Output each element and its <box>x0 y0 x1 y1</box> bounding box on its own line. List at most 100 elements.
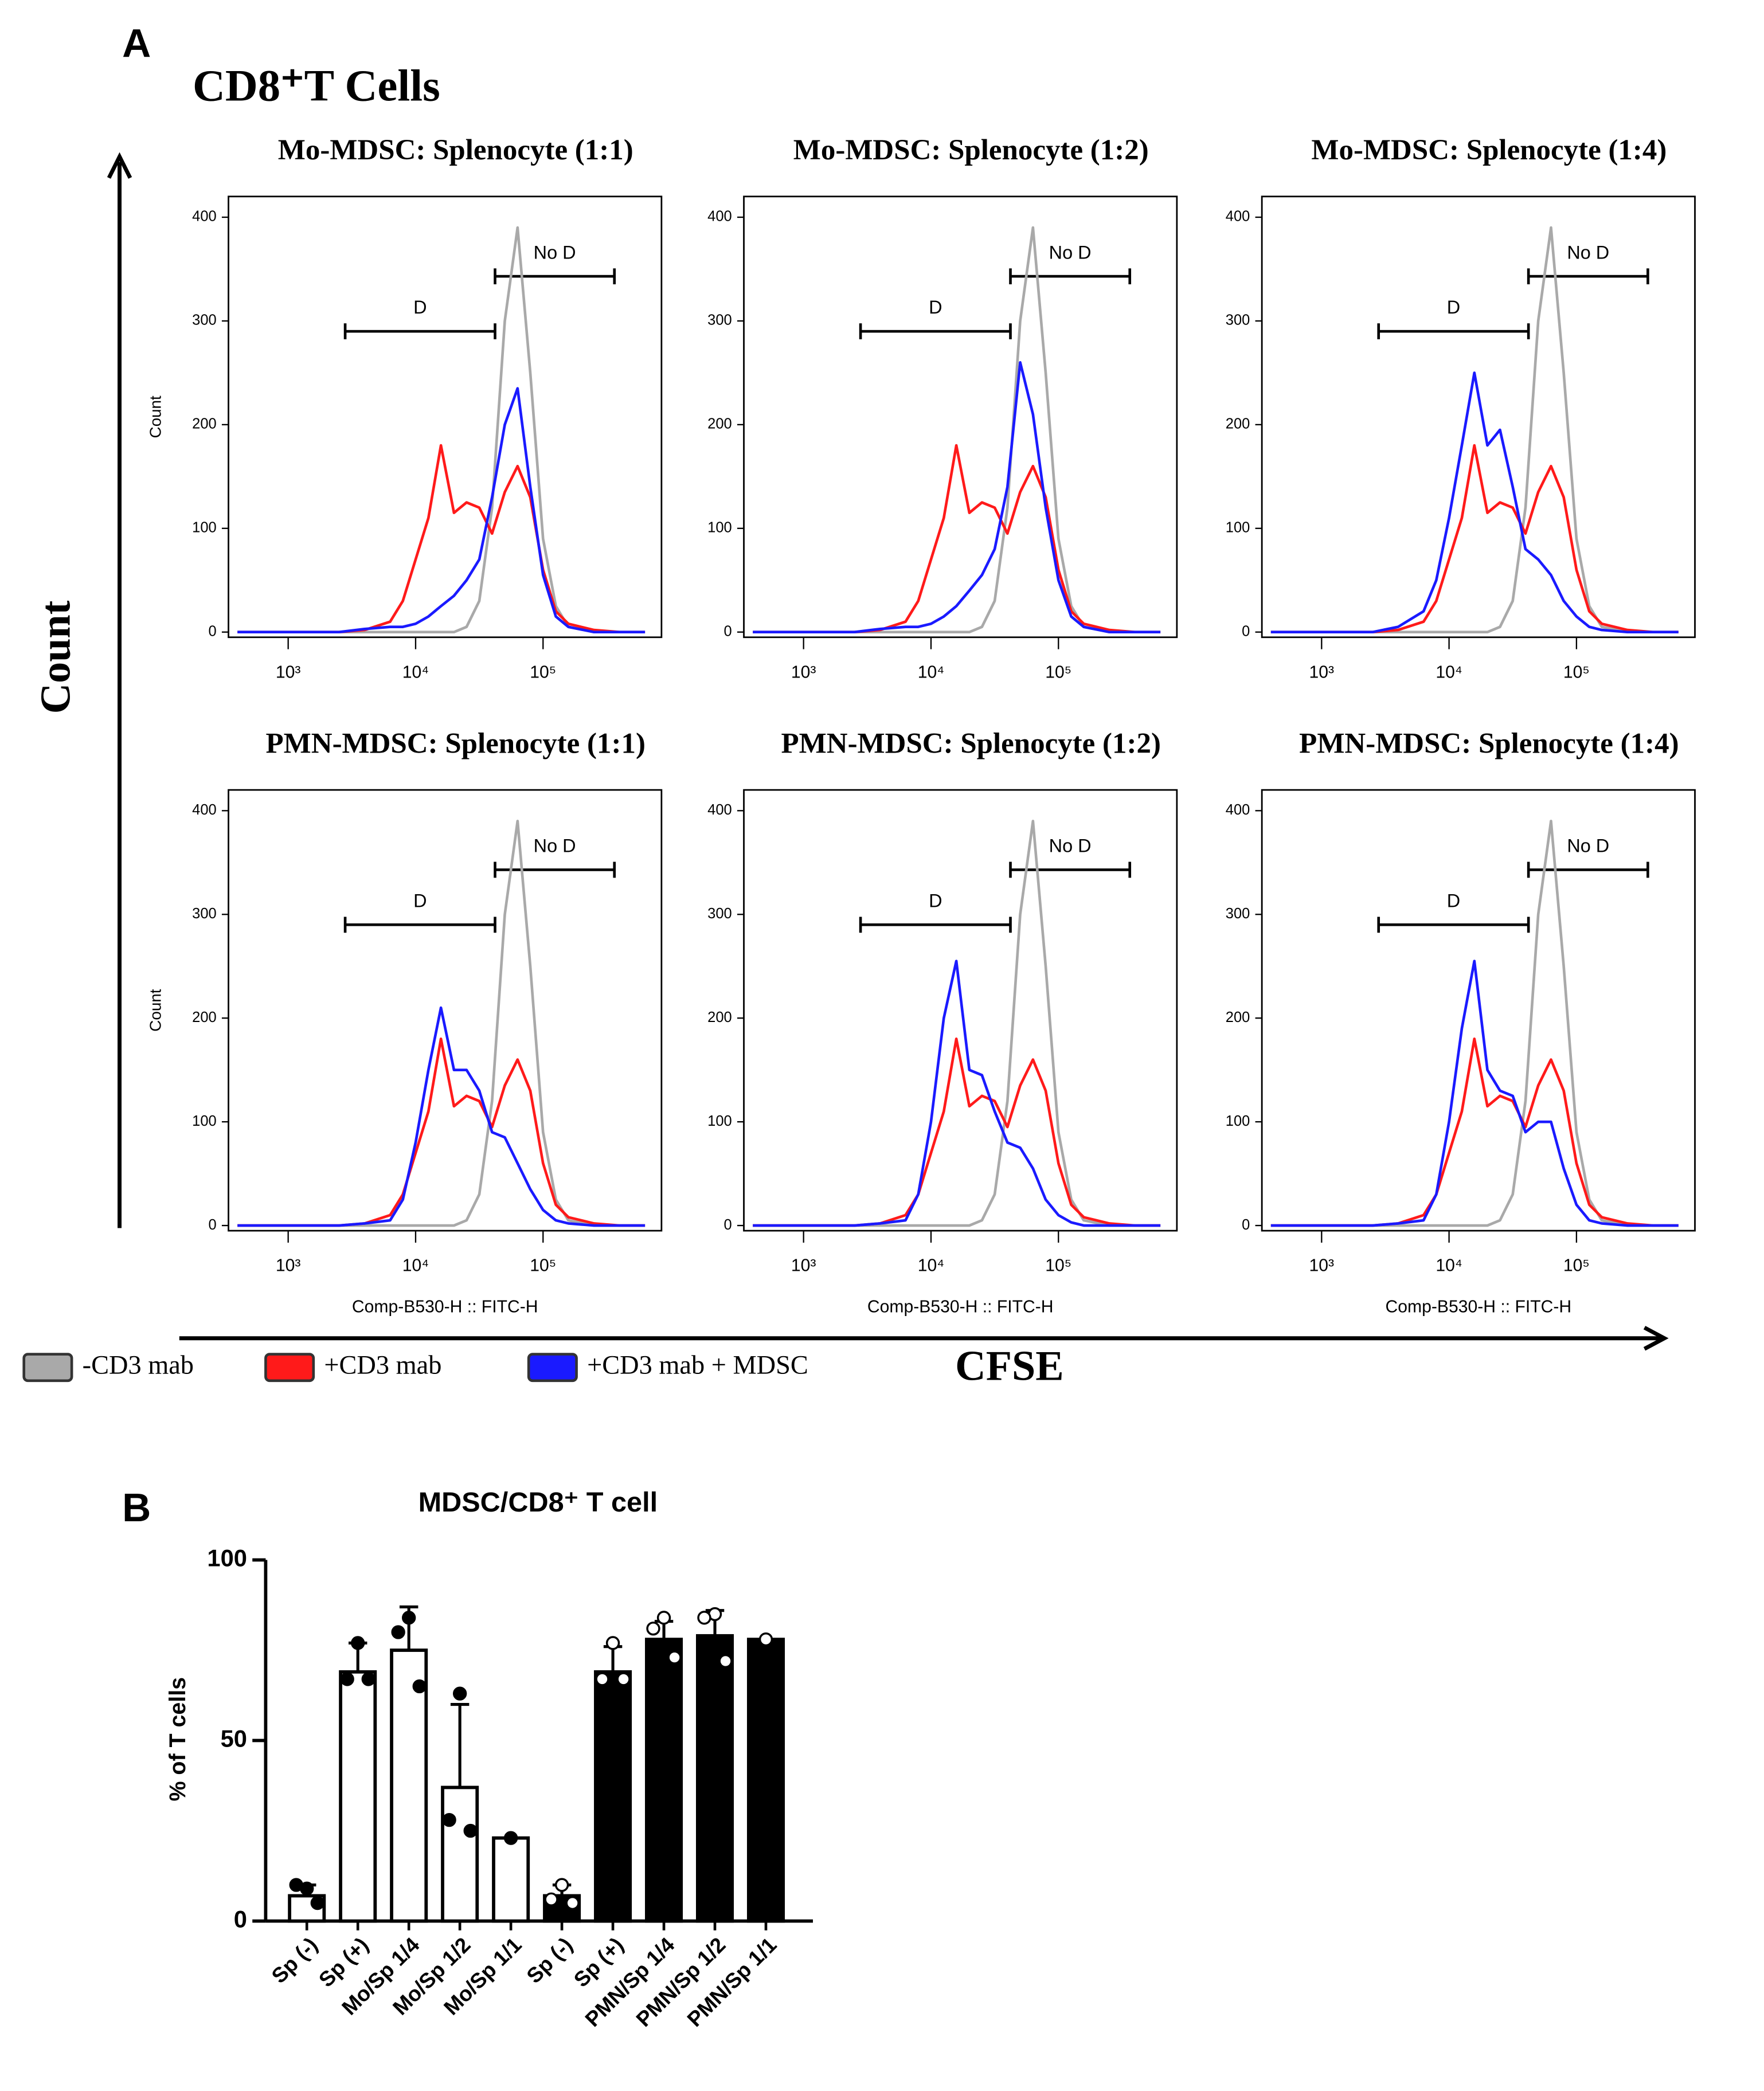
x-tick-label: Sp (-) <box>267 1932 322 1988</box>
x-tick-label: 10⁴ <box>1436 1256 1462 1275</box>
y-tick-label: 100 <box>1226 520 1250 536</box>
y-tick-label: 100 <box>192 520 217 536</box>
plot-frame <box>1261 195 1696 639</box>
y-tick-label: 200 <box>707 1009 732 1025</box>
y-tick-label: 400 <box>192 209 217 225</box>
y-tick-label: 300 <box>192 312 217 328</box>
y-tick-label: 100 <box>192 1113 217 1129</box>
y-axis-label: Count <box>147 989 165 1031</box>
data-point <box>616 1672 631 1686</box>
y-tick-label: 0 <box>724 623 732 639</box>
x-axis-label: Comp-B530-H :: FITC-H <box>1386 1297 1572 1316</box>
bar <box>339 1670 377 1923</box>
histogram-line <box>753 1037 1161 1227</box>
arrow-head <box>1643 1326 1669 1351</box>
gate-label: No D <box>1049 836 1092 856</box>
y-axis-label: Count <box>147 396 165 438</box>
histogram-line <box>1270 226 1679 634</box>
y-axis-label: % of T cells <box>165 1677 190 1802</box>
plot-frame <box>228 195 663 639</box>
data-point <box>351 1636 365 1650</box>
data-point <box>667 1650 682 1665</box>
histogram-line <box>753 820 1161 1227</box>
y-tick-label: 300 <box>192 906 217 922</box>
x-tick-label: 10⁵ <box>530 663 556 682</box>
histogram-line <box>1270 371 1679 634</box>
data-point <box>289 1878 303 1892</box>
gate <box>494 862 616 878</box>
data-point <box>544 1892 558 1906</box>
figure-title: CD8⁺T Cells <box>193 61 440 111</box>
gate <box>494 268 616 285</box>
y-tick-label: 0 <box>1242 623 1250 639</box>
histogram-line <box>237 387 646 634</box>
x-axis-label: Comp-B530-H :: FITC-H <box>867 1297 1054 1316</box>
error-bar <box>603 1645 623 1672</box>
y-tick-label: 400 <box>707 209 732 225</box>
x-tick-label: 10⁵ <box>1563 663 1590 682</box>
histogram-line <box>1270 444 1679 634</box>
x-tick-label: 10³ <box>791 663 816 682</box>
y-tick-label: 400 <box>1226 209 1250 225</box>
x-axis-title: CFSE <box>955 1342 1064 1389</box>
y-tick-label: 300 <box>1226 906 1250 922</box>
histogram-line <box>1270 820 1679 1227</box>
y-axis-title: Count <box>32 600 79 714</box>
data-point <box>565 1896 580 1910</box>
gate <box>859 917 1012 933</box>
x-tick-label: 10⁴ <box>918 1256 944 1275</box>
y-tick-label: 0 <box>1242 1217 1250 1233</box>
plot-frame <box>228 789 663 1232</box>
data-point <box>646 1622 660 1636</box>
chart-title: MDSC/CD8⁺ T cell <box>418 1487 658 1518</box>
gate <box>859 323 1012 339</box>
x-tick-label: 10⁵ <box>530 1256 556 1275</box>
y-tick-label: 300 <box>1226 312 1250 328</box>
data-point <box>412 1679 427 1694</box>
histogram-line <box>237 1037 646 1227</box>
x-tick-label: 10³ <box>276 663 301 682</box>
gate <box>1009 268 1132 285</box>
histogram-line <box>237 444 646 634</box>
histogram-line <box>237 1006 646 1227</box>
x-tick-label: 10⁵ <box>1045 663 1071 682</box>
data-point <box>595 1672 609 1686</box>
panel-label: B <box>122 1485 151 1530</box>
bar <box>441 1785 479 1923</box>
y-tick-label: 200 <box>1226 416 1250 432</box>
y-tick-label: 400 <box>1226 802 1250 818</box>
bar <box>492 1836 530 1923</box>
bar <box>696 1634 734 1923</box>
x-tick-label: 10⁵ <box>1563 1256 1590 1275</box>
y-tick-label: 0 <box>234 1906 247 1933</box>
y-tick-label: 200 <box>707 416 732 432</box>
data-point <box>361 1672 376 1686</box>
x-axis-label: Comp-B530-H :: FITC-H <box>352 1297 538 1316</box>
histogram-line <box>1270 1037 1679 1227</box>
y-tick-label: 400 <box>707 802 732 818</box>
gate <box>1527 268 1649 285</box>
gate-label: No D <box>1049 242 1092 263</box>
data-point <box>605 1636 620 1650</box>
y-tick-label: 200 <box>1226 1009 1250 1025</box>
plot-frame <box>743 195 1178 639</box>
x-tick-label: 10³ <box>1309 663 1335 682</box>
legend-swatch <box>527 1353 578 1383</box>
data-point <box>758 1632 773 1647</box>
chart-title: PMN-MDSC: Splenocyte (1:1) <box>266 727 646 759</box>
gate-label: D <box>1447 891 1460 911</box>
gate-label: D <box>413 297 427 318</box>
y-tick-label: 300 <box>707 312 732 328</box>
legend-label: +CD3 mab <box>324 1350 441 1380</box>
y-tick-label: 300 <box>707 906 732 922</box>
x-tick-label: 10⁴ <box>402 1256 429 1275</box>
x-tick-label: Sp (-) <box>522 1932 577 1988</box>
gate-label: No D <box>534 242 576 263</box>
y-tick-label: 50 <box>221 1725 247 1752</box>
data-point <box>697 1611 711 1625</box>
arrow-head <box>107 152 132 179</box>
y-tick-label: 100 <box>1226 1113 1250 1129</box>
chart-title: Mo-MDSC: Splenocyte (1:4) <box>1311 134 1667 166</box>
